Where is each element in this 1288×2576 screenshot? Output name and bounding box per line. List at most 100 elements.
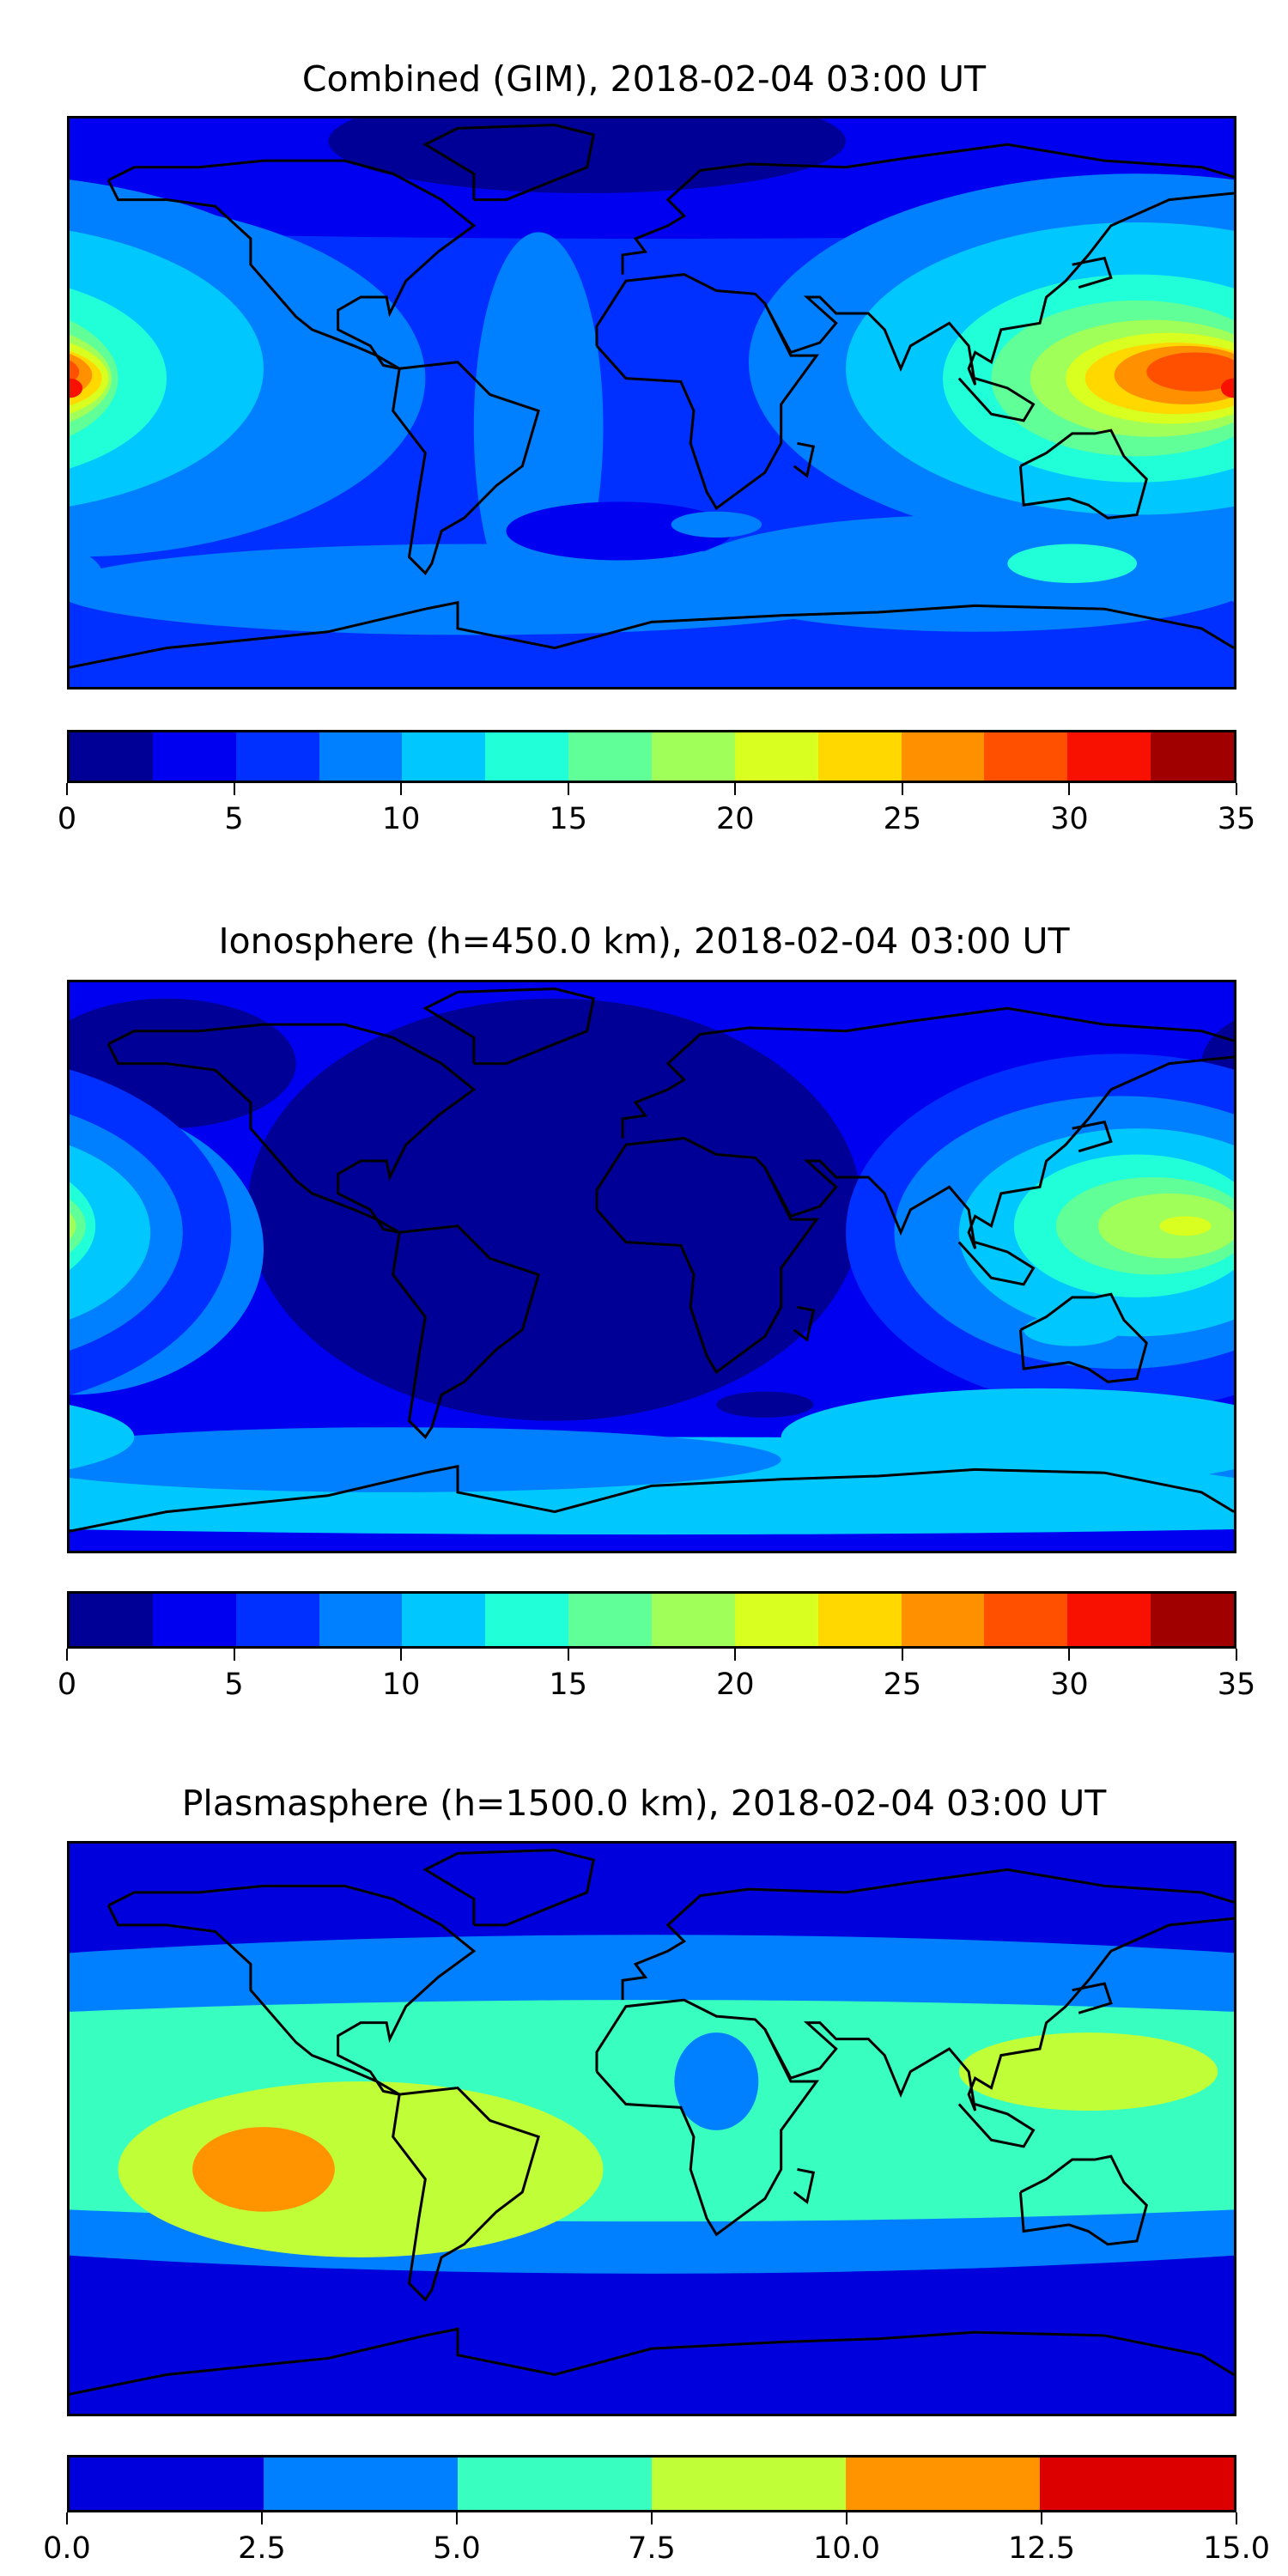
contour-region bbox=[70, 546, 102, 600]
colorbar-segment bbox=[152, 732, 236, 781]
coastline bbox=[70, 2329, 1234, 2394]
panel-2-title: Ionosphere (h=450.0 km), 2018-02-04 03:0… bbox=[218, 920, 1070, 962]
coastline bbox=[765, 193, 1234, 385]
contour-region bbox=[247, 998, 862, 1421]
colorbar-tick bbox=[260, 2512, 263, 2524]
colorbar-tick bbox=[455, 2512, 458, 2524]
colorbar-segment bbox=[235, 1594, 319, 1646]
contour-region bbox=[70, 1427, 781, 1492]
colorbar-segment bbox=[402, 1594, 486, 1646]
contour-region bbox=[70, 1405, 135, 1470]
contour-region bbox=[1220, 378, 1234, 398]
colorbar-segment bbox=[568, 732, 653, 781]
coastline bbox=[1020, 2156, 1146, 2244]
colorbar-segment bbox=[846, 2458, 1040, 2510]
map-svg bbox=[70, 1844, 1234, 2414]
colorbar-tick bbox=[1236, 1649, 1237, 1661]
colorbar-tick bbox=[651, 2512, 653, 2524]
panel-1-colorbar bbox=[67, 730, 1236, 783]
coastline bbox=[765, 1918, 1234, 2111]
colorbar-tick-label: 10 bbox=[381, 1668, 421, 1702]
panel-3-map bbox=[67, 1841, 1236, 2416]
contour-region bbox=[70, 360, 80, 384]
colorbar-tick-label: 20 bbox=[716, 1668, 755, 1702]
coastline bbox=[425, 125, 593, 200]
coastline bbox=[597, 2000, 817, 2234]
coastline bbox=[393, 2088, 539, 2300]
coastline bbox=[70, 1467, 1234, 1532]
colorbar-segment bbox=[1151, 732, 1235, 781]
colorbar-tick bbox=[400, 783, 403, 795]
colorbar-tick-label: 35 bbox=[1217, 802, 1256, 836]
coastline bbox=[623, 1869, 1234, 2000]
panel-1-colorbar-ticks: 0 5 10 15 20 25 30 35 bbox=[58, 783, 1255, 836]
coastline bbox=[108, 1886, 474, 2094]
coastline bbox=[393, 1226, 539, 1437]
contour-region bbox=[671, 511, 762, 538]
contour-region bbox=[781, 1388, 1234, 1486]
colorbar-tick-label: 10.0 bbox=[813, 2531, 880, 2566]
colorbar-segment bbox=[458, 2458, 652, 2510]
colorbar-tick bbox=[233, 783, 235, 795]
colorbar-tick-label: 7.5 bbox=[628, 2531, 676, 2566]
coastline bbox=[393, 362, 539, 574]
colorbar-segment bbox=[734, 1594, 818, 1646]
colorbar-tick-label: 5 bbox=[224, 802, 244, 836]
colorbar-tick bbox=[1068, 783, 1071, 795]
colorbar-segment bbox=[235, 732, 319, 781]
colorbar-segment bbox=[485, 1594, 569, 1646]
colorbar-tick bbox=[901, 1649, 903, 1661]
contour-region bbox=[1146, 352, 1234, 392]
colorbar-tick-label: 0.0 bbox=[43, 2531, 91, 2566]
colorbar-tick bbox=[1236, 2512, 1237, 2524]
colorbar-segment bbox=[1151, 1594, 1235, 1646]
colorbar-tick bbox=[1236, 783, 1237, 795]
coastline bbox=[1072, 1122, 1111, 1151]
colorbar-tick bbox=[66, 1649, 68, 1661]
panel-3-title: Plasmasphere (h=1500.0 km), 2018-02-04 0… bbox=[181, 1783, 1107, 1824]
contour-region bbox=[192, 2127, 335, 2212]
colorbar-tick-label: 15 bbox=[549, 802, 587, 836]
colorbar-segment bbox=[984, 732, 1068, 781]
colorbar-segment bbox=[1040, 2458, 1234, 2510]
colorbar-tick-label: 20 bbox=[716, 802, 755, 836]
contour-region bbox=[683, 514, 1234, 632]
coastline bbox=[70, 603, 1234, 668]
colorbar-tick bbox=[567, 1649, 569, 1661]
colorbar-segment bbox=[485, 732, 569, 781]
coastline bbox=[108, 1024, 474, 1232]
colorbar-segment bbox=[652, 1594, 735, 1646]
colorbar-segment bbox=[152, 1594, 236, 1646]
coastline bbox=[623, 1008, 1234, 1138]
colorbar-tick-label: 30 bbox=[1050, 802, 1089, 836]
colorbar-tick-label: 0 bbox=[57, 1668, 77, 1702]
map-svg bbox=[70, 982, 1234, 1551]
colorbar-tick-label: 15.0 bbox=[1203, 2531, 1270, 2566]
coastline bbox=[1020, 430, 1146, 518]
colorbar-segment bbox=[901, 1594, 985, 1646]
coastline bbox=[959, 379, 1034, 421]
colorbar-segment bbox=[319, 732, 403, 781]
panel-3-colorbar bbox=[67, 2455, 1236, 2512]
contour-region bbox=[716, 1391, 814, 1418]
colorbar-segment bbox=[652, 732, 735, 781]
coastline bbox=[425, 989, 593, 1064]
colorbar-segment bbox=[984, 1594, 1068, 1646]
colorbar-tick bbox=[901, 783, 903, 795]
colorbar-tick bbox=[66, 783, 68, 795]
contour-region bbox=[1007, 544, 1137, 583]
colorbar-segment bbox=[319, 1594, 403, 1646]
colorbar-segment bbox=[70, 2458, 264, 2510]
coastline bbox=[597, 275, 817, 508]
contour-region bbox=[506, 501, 733, 561]
coastline bbox=[1072, 258, 1111, 288]
colorbar-tick bbox=[734, 783, 737, 795]
colorbar-segment bbox=[817, 732, 902, 781]
map-svg bbox=[70, 118, 1234, 687]
colorbar-tick-label: 25 bbox=[883, 802, 922, 836]
coastline bbox=[765, 1057, 1234, 1249]
coastline bbox=[959, 2105, 1034, 2147]
colorbar-tick bbox=[734, 1649, 737, 1661]
contour-region bbox=[1159, 1216, 1212, 1236]
coastline bbox=[1072, 1984, 1111, 2013]
